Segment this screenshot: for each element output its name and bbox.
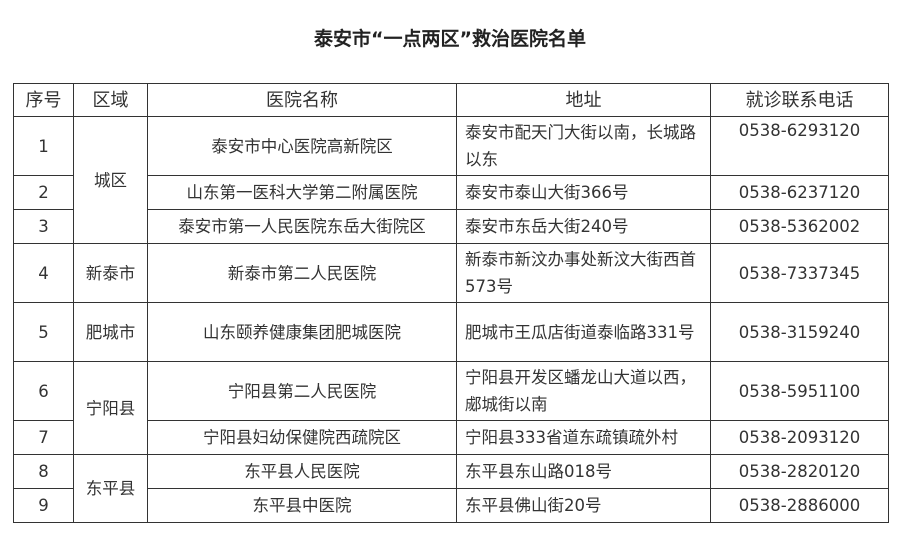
cell-address: 宁阳县333省道东疏镇疏外村: [456, 420, 711, 455]
cell-phone: 0538-6293120: [710, 116, 889, 176]
cell-hospital: 山东颐养健康集团肥城医院: [147, 302, 457, 362]
cell-no: 8: [13, 454, 74, 489]
cell-region: 新泰市: [73, 243, 148, 303]
cell-no: 6: [13, 361, 74, 421]
cell-address: 新泰市新汶办事处新汶大街西首573号: [456, 243, 711, 303]
cell-hospital: 东平县中医院: [147, 488, 457, 523]
cell-hospital: 新泰市第二人民医院: [147, 243, 457, 303]
cell-region: 宁阳县: [73, 361, 148, 455]
table-row: 3 泰安市第一人民医院东岳大街院区 泰安市东岳大街240号 0538-53620…: [13, 209, 889, 244]
cell-no: 2: [13, 175, 74, 210]
table-row: 6 宁阳县 宁阳县第二人民医院 宁阳县开发区蟠龙山大道以西，郕城街以南 0538…: [13, 361, 889, 455]
cell-region: 东平县: [73, 454, 148, 523]
cell-address: 东平县东山路018号: [456, 454, 711, 489]
cell-hospital: 泰安市中心医院高新院区: [147, 116, 457, 176]
header-address: 地址: [456, 83, 711, 117]
cell-no: 4: [13, 243, 74, 303]
cell-region: 肥城市: [73, 302, 148, 362]
hospital-table: 序号 区域 医院名称 地址 就诊联系电话 1 城区 泰安市中心医院高新院区 泰安…: [13, 83, 889, 523]
cell-phone: 0538-7337345: [710, 243, 889, 303]
cell-address: 泰安市配天门大街以南，长城路以东: [456, 116, 711, 176]
table-row: 1 城区 泰安市中心医院高新院区 泰安市配天门大街以南，长城路以东 0538-6…: [13, 116, 889, 244]
cell-no: 1: [13, 116, 74, 176]
cell-address: 泰安市泰山大街366号: [456, 175, 711, 210]
cell-phone: 0538-2886000: [710, 488, 889, 523]
table-row: 8 东平县 东平县人民医院 东平县东山路018号 0538-2820120: [13, 454, 889, 523]
cell-region: 城区: [73, 116, 148, 244]
cell-phone: 0538-2820120: [710, 454, 889, 489]
table-header-row: 序号 区域 医院名称 地址 就诊联系电话: [13, 83, 889, 117]
cell-hospital: 宁阳县妇幼保健院西疏院区: [147, 420, 457, 455]
header-no: 序号: [13, 83, 74, 117]
cell-hospital: 山东第一医科大学第二附属医院: [147, 175, 457, 210]
cell-phone: 0538-3159240: [710, 302, 889, 362]
cell-no: 9: [13, 488, 74, 523]
cell-address: 肥城市王瓜店街道泰临路331号: [456, 302, 711, 362]
cell-phone: 0538-6237120: [710, 175, 889, 210]
table-row: 4 新泰市 新泰市第二人民医院 新泰市新汶办事处新汶大街西首573号 0538-…: [13, 243, 889, 303]
cell-no: 7: [13, 420, 74, 455]
cell-no: 3: [13, 209, 74, 244]
header-hospital: 医院名称: [147, 83, 457, 117]
cell-hospital: 泰安市第一人民医院东岳大街院区: [147, 209, 457, 244]
cell-hospital: 东平县人民医院: [147, 454, 457, 489]
cell-no: 5: [13, 302, 74, 362]
table-row: 5 肥城市 山东颐养健康集团肥城医院 肥城市王瓜店街道泰临路331号 0538-…: [13, 302, 889, 362]
table-row: 7 宁阳县妇幼保健院西疏院区 宁阳县333省道东疏镇疏外村 0538-20931…: [13, 420, 889, 455]
header-phone: 就诊联系电话: [710, 83, 889, 117]
page-title: 泰安市“一点两区”救治医院名单: [314, 28, 586, 50]
cell-address: 宁阳县开发区蟠龙山大道以西，郕城街以南: [456, 361, 711, 421]
header-region: 区域: [73, 83, 148, 117]
cell-hospital: 宁阳县第二人民医院: [147, 361, 457, 421]
cell-phone: 0538-2093120: [710, 420, 889, 455]
table-row: 9 东平县中医院 东平县佛山街20号 0538-2886000: [13, 488, 889, 523]
cell-address: 东平县佛山街20号: [456, 488, 711, 523]
cell-phone: 0538-5951100: [710, 361, 889, 421]
cell-phone: 0538-5362002: [710, 209, 889, 244]
cell-address: 泰安市东岳大街240号: [456, 209, 711, 244]
